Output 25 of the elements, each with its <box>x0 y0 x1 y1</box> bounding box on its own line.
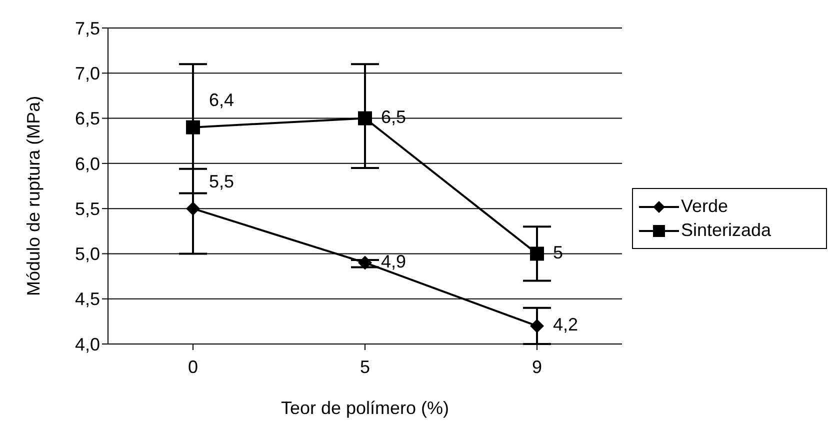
y-tick-label: 5,0 <box>74 244 100 264</box>
x-tick-label: 5 <box>360 356 370 377</box>
y-tick-label: 4,5 <box>74 289 100 310</box>
y-tick-label: 7,5 <box>74 18 100 38</box>
x-axis-title: Teor de polímero (%) <box>280 398 450 418</box>
point <box>358 111 372 126</box>
legend-label: Sinterizada <box>681 220 772 241</box>
data-label: 4,2 <box>553 314 578 335</box>
y-tick-label: 6,5 <box>74 108 100 129</box>
y-tick-label: 6,0 <box>74 154 100 174</box>
point <box>530 318 544 333</box>
legend-label: Verde <box>681 196 728 217</box>
point <box>358 256 372 270</box>
y-tick-label: 4,0 <box>74 334 100 354</box>
y-tick-label: 5,5 <box>74 198 100 219</box>
x-tick-label: 0 <box>188 356 198 377</box>
y-axis-title: Módulo de ruptura (MPa) <box>23 96 44 296</box>
data-label: 5,5 <box>209 171 234 192</box>
point <box>186 120 200 134</box>
x-tick-label: 9 <box>532 356 542 377</box>
data-label: 4,9 <box>381 251 406 272</box>
point <box>186 202 200 216</box>
y-tick-label: 7,0 <box>74 64 100 84</box>
point <box>530 246 544 261</box>
data-label: 6,4 <box>209 90 234 110</box>
